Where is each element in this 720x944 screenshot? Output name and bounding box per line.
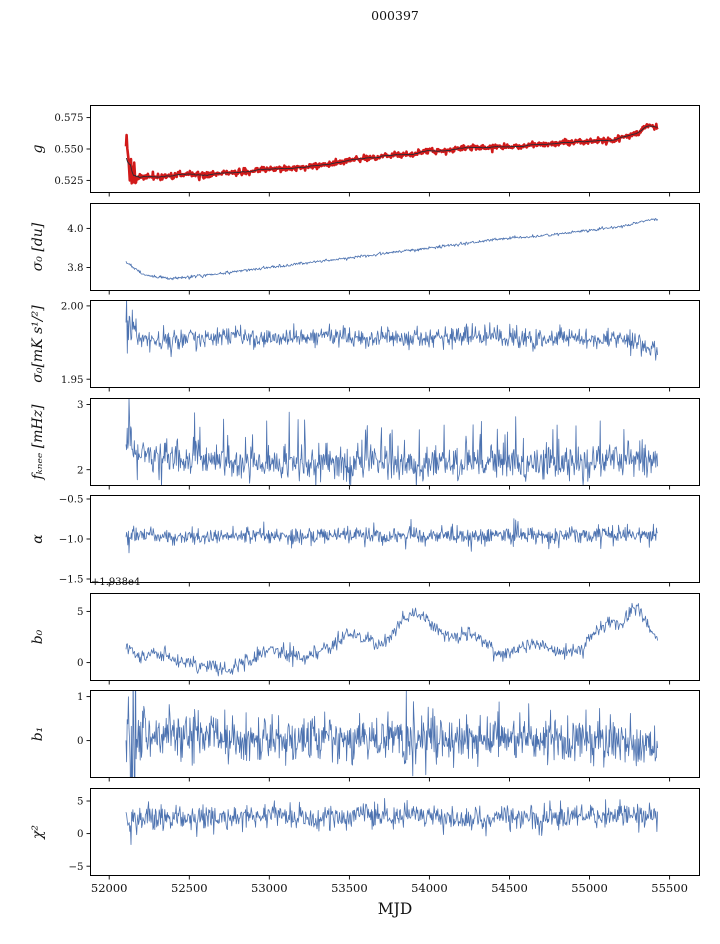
y-tick-label: 2.00 <box>61 301 84 312</box>
plot-canvas-alpha: −1.5 −1.0 −0.5 <box>59 495 700 587</box>
y-tick-label: 2 <box>77 465 83 476</box>
data-line-chi2 <box>125 797 658 845</box>
y-tick-label: 0.525 <box>54 176 83 187</box>
x-tick-label: 55000 <box>571 881 608 895</box>
y-tick-label: 1.95 <box>61 375 84 386</box>
y-axis-label-fknee: fₖₙₑₑ [mHz] <box>30 403 46 480</box>
x-tick-label: 52500 <box>171 881 208 895</box>
axes-frame <box>90 202 700 291</box>
panel-alpha: α −1.5 −1.0 −0.5 <box>30 495 700 587</box>
y-tick-label: 5 <box>77 796 83 807</box>
y-tick-label: 0 <box>77 658 83 669</box>
data-line-b0 <box>125 602 658 676</box>
y-axis-offset-text: +1.938e4 <box>91 577 141 588</box>
data-line-sigma0_mks <box>125 300 658 361</box>
y-tick-label: 0.575 <box>54 113 83 124</box>
panel-chi2: χ² −5 0 5 52000 52500 53000 53500 54000 54500 550… <box>30 787 700 895</box>
y-axis-label-b1: b₁ <box>30 726 46 742</box>
axes-frame <box>90 397 700 486</box>
y-tick-label: 1 <box>77 692 83 703</box>
data-line-b1 <box>125 690 658 778</box>
x-tick-label: 54500 <box>491 881 528 895</box>
data-line-sigma0_du <box>125 217 658 280</box>
plot-canvas-chi2: −5 0 5 52000 52500 53000 53500 54000 54500 55000 5… <box>68 787 700 895</box>
x-tick-label: 55500 <box>651 881 688 895</box>
smoothed-line-g <box>125 125 658 179</box>
x-tick-label: 53000 <box>251 881 288 895</box>
y-tick-label: −1.0 <box>59 535 84 546</box>
plot-canvas-sigma0-mks: 1.95 2.00 <box>61 300 700 392</box>
axes-frame <box>90 592 700 681</box>
y-axis-label-chi2: χ² <box>30 824 46 839</box>
data-line-g <box>124 122 659 185</box>
y-tick-label: 0.550 <box>54 145 83 156</box>
y-axis-label-b0: b₀ <box>30 629 46 644</box>
y-tick-label: 4.0 <box>67 223 83 234</box>
y-axis-label-alpha: α <box>30 534 46 544</box>
axes-frame <box>90 690 700 778</box>
plot-canvas-b0: 05 <box>77 592 700 684</box>
y-axis-label-sigma0-du: σ₀ [du] <box>30 222 46 271</box>
plot-canvas-g: 0.525 0.550 0.575 <box>54 105 700 197</box>
x-axis-label: MJD <box>377 900 413 918</box>
y-tick-label: 0 <box>77 736 83 747</box>
y-tick-label: −0.5 <box>59 495 84 506</box>
axes-frame <box>90 105 700 193</box>
panel-sigma0-mks: σ₀[mK s¹/²] 1.95 2.00 <box>30 300 700 392</box>
y-axis-label-g: g <box>30 144 46 154</box>
figure-title: 000397 <box>371 8 419 23</box>
y-tick-label: 5 <box>77 606 83 617</box>
axes-frame <box>90 787 700 876</box>
x-tick-label: 52000 <box>91 881 128 895</box>
y-tick-label: −1.5 <box>59 575 84 586</box>
plot-canvas-sigma0-du: 3.8 4.0 <box>67 202 700 294</box>
y-axis-label-sigma0-mks: σ₀[mK s¹/²] <box>30 305 46 383</box>
axes-frame <box>90 300 700 388</box>
panel-sigma0-du: σ₀ [du] 3.8 4.0 <box>30 202 700 294</box>
axes-frame <box>90 495 700 583</box>
y-tick-label: 3.8 <box>67 263 83 274</box>
data-line-alpha <box>125 518 658 554</box>
plot-canvas-b1: 01 <box>77 690 700 782</box>
x-tick-label: 54000 <box>411 881 448 895</box>
y-tick-label: −5 <box>68 861 83 872</box>
plot-canvas-fknee: 23 <box>77 397 700 489</box>
data-line-f_knee <box>125 397 658 486</box>
panel-g: g 0.525 0.550 0.575 <box>30 105 700 197</box>
y-tick-label: 3 <box>77 400 83 411</box>
x-tick-label: 53500 <box>331 881 368 895</box>
y-tick-label: 0 <box>77 829 83 840</box>
